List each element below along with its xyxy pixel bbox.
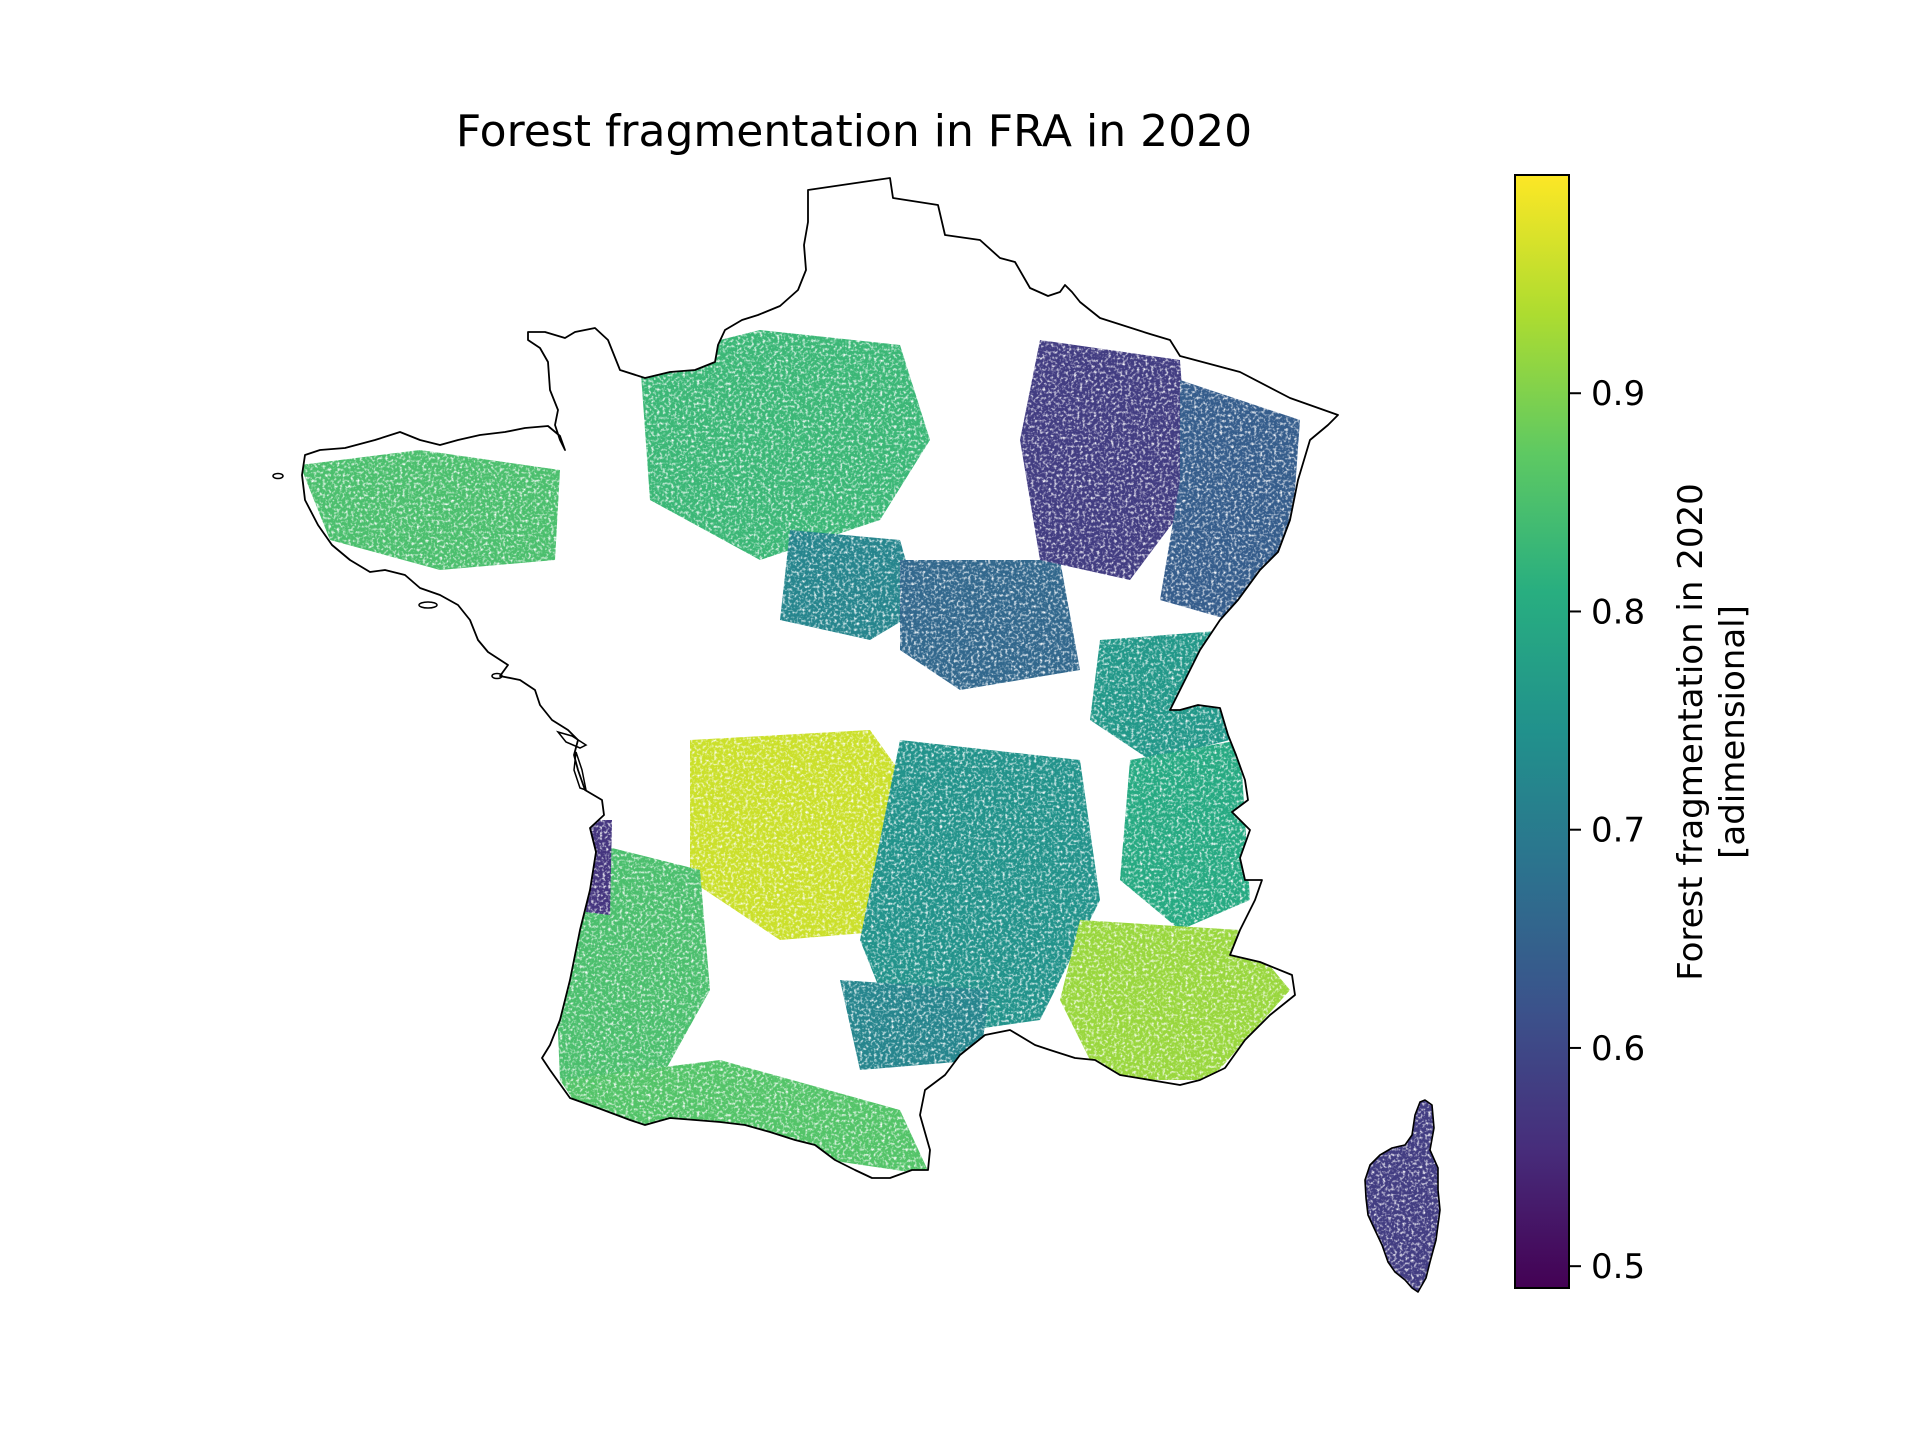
island-oleron xyxy=(573,751,587,792)
mainland-outline xyxy=(301,177,1339,1179)
colorbar-ticks: 0.5 0.6 0.7 0.8 0.9 xyxy=(1569,374,1645,1287)
colorbar-tick-label: 0.9 xyxy=(1591,374,1645,414)
forest-region-limousin xyxy=(690,730,920,940)
forest-region-alps xyxy=(1120,740,1250,930)
colorbar-tick-label: 0.5 xyxy=(1591,1247,1645,1287)
forest-region-jura xyxy=(1090,630,1230,760)
corsica-outline xyxy=(1364,1099,1441,1293)
forest-region--le-de-france xyxy=(780,530,920,640)
map-panel xyxy=(272,177,1441,1293)
corsica-forest-raster xyxy=(1365,1100,1440,1292)
chart-title: Forest fragmentation in FRA in 2020 xyxy=(456,106,1252,157)
colorbar-tick-label: 0.6 xyxy=(1591,1029,1645,1069)
island-belle-ile xyxy=(418,601,438,609)
forest-region-massif-central xyxy=(860,740,1100,1040)
forest-region-normandy-seine xyxy=(640,330,930,560)
forest-region-sologne-loire xyxy=(900,560,1080,690)
forest-region-brittany xyxy=(302,450,560,570)
mainland-forest-raster xyxy=(302,330,1300,1175)
forest-region-lorraine xyxy=(1020,340,1190,580)
colorbar-label-line1: Forest fragmentation in 2020 xyxy=(1671,483,1711,981)
colorbar-gradient xyxy=(1514,174,1570,1289)
colorbar: 0.5 0.6 0.7 0.8 0.9 Forest fragmentation in … xyxy=(1514,174,1753,1289)
colorbar-label-line2: [adimensional] xyxy=(1713,605,1753,859)
colorbar-tick-label: 0.8 xyxy=(1591,592,1645,632)
island-yeu xyxy=(491,672,503,680)
island-re xyxy=(555,730,588,749)
forest-region-landes xyxy=(555,840,710,1080)
island-ouessant xyxy=(272,472,284,480)
forest-region-pyrenees xyxy=(560,1060,930,1175)
colorbar-tick-label: 0.7 xyxy=(1591,811,1645,851)
forest-region-c-vennes xyxy=(840,980,990,1070)
forest-region-corsica xyxy=(1365,1100,1440,1292)
forest-region-provence xyxy=(1060,920,1290,1080)
forest-region-vosges-alsace xyxy=(1160,380,1300,620)
